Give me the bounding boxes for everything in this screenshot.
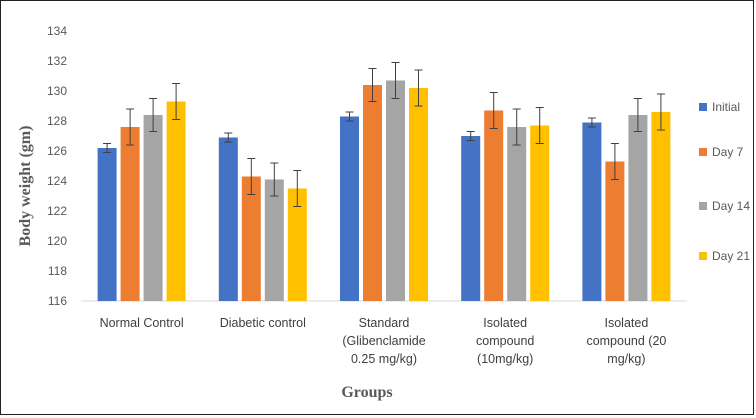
bar — [386, 80, 405, 301]
error-bar — [345, 111, 354, 122]
bar — [507, 127, 527, 301]
bar — [530, 125, 550, 301]
error-bar — [368, 68, 377, 102]
bar — [363, 85, 382, 301]
legend-label: Day 14 — [712, 199, 750, 213]
error-bar — [149, 98, 158, 132]
bar — [264, 179, 284, 301]
legend-item: Day 21 — [699, 249, 750, 263]
error-bar — [247, 158, 256, 195]
legend-item: Initial — [699, 100, 740, 114]
y-tick-label: 116 — [48, 294, 67, 308]
x-category-label: Normal Control — [100, 316, 184, 330]
legend-item: Day 14 — [699, 199, 750, 213]
bar — [218, 137, 238, 301]
error-bar — [587, 117, 596, 128]
bar — [340, 116, 359, 301]
error-bar — [103, 143, 112, 153]
error-bar — [656, 93, 665, 131]
bar — [461, 136, 481, 301]
x-category-label: Diabetic control — [220, 316, 306, 330]
bar — [409, 88, 428, 301]
y-tick-label: 122 — [47, 204, 67, 218]
legend-label: Initial — [712, 100, 740, 114]
y-tick-label: 130 — [47, 84, 67, 98]
error-bar — [172, 83, 181, 120]
y-tick-label: 126 — [47, 144, 67, 158]
error-bars — [103, 62, 665, 207]
bar — [241, 176, 261, 301]
error-bar — [293, 170, 302, 207]
bar — [97, 148, 117, 301]
error-bar — [512, 108, 521, 146]
x-axis-title: Groups — [341, 384, 392, 401]
legend: Initial Day 7 Day 14 Day 21 — [699, 100, 750, 263]
error-bar — [466, 131, 475, 141]
y-axis-ticks: 116 118 120 122 124 126 128 130 132 134 — [47, 24, 67, 308]
y-tick-label: 124 — [47, 174, 67, 188]
y-tick-label: 128 — [47, 114, 67, 128]
bar — [143, 115, 163, 301]
error-bar — [535, 107, 544, 144]
error-bar — [610, 143, 619, 180]
bar — [651, 112, 671, 301]
error-bar — [414, 69, 423, 107]
bar — [166, 101, 186, 301]
error-bar — [270, 162, 279, 197]
error-bar — [126, 108, 135, 146]
y-tick-label: 132 — [47, 54, 67, 68]
x-category-label: Isolated compound (10mg/kg) — [476, 316, 534, 366]
y-tick-label: 118 — [48, 264, 67, 278]
legend-item: Day 7 — [699, 145, 744, 159]
legend-swatch — [699, 202, 707, 210]
error-bar — [224, 132, 233, 143]
bar — [484, 110, 504, 301]
error-bar — [489, 92, 498, 129]
legend-label: Day 7 — [712, 145, 744, 159]
error-bar — [633, 98, 642, 132]
legend-swatch — [699, 252, 707, 260]
bar — [605, 161, 625, 301]
x-axis-categories: Normal Control Diabetic control Standard (G… — [100, 316, 667, 366]
y-axis-title: Body weight (gm) — [17, 126, 34, 247]
error-bar — [391, 62, 400, 99]
x-category-label: Standard (Glibenclamide 0.25 mg/kg) — [342, 316, 425, 366]
bar — [628, 115, 648, 301]
bar — [120, 127, 140, 301]
bar — [287, 188, 307, 301]
legend-swatch — [699, 103, 707, 111]
bars — [97, 80, 671, 301]
y-tick-label: 134 — [47, 24, 67, 38]
legend-label: Day 21 — [712, 249, 750, 263]
x-category-label: Isolated compound (20 mg/kg) — [586, 316, 666, 366]
legend-swatch — [699, 148, 707, 156]
y-tick-label: 120 — [47, 234, 67, 248]
bar — [582, 122, 602, 301]
